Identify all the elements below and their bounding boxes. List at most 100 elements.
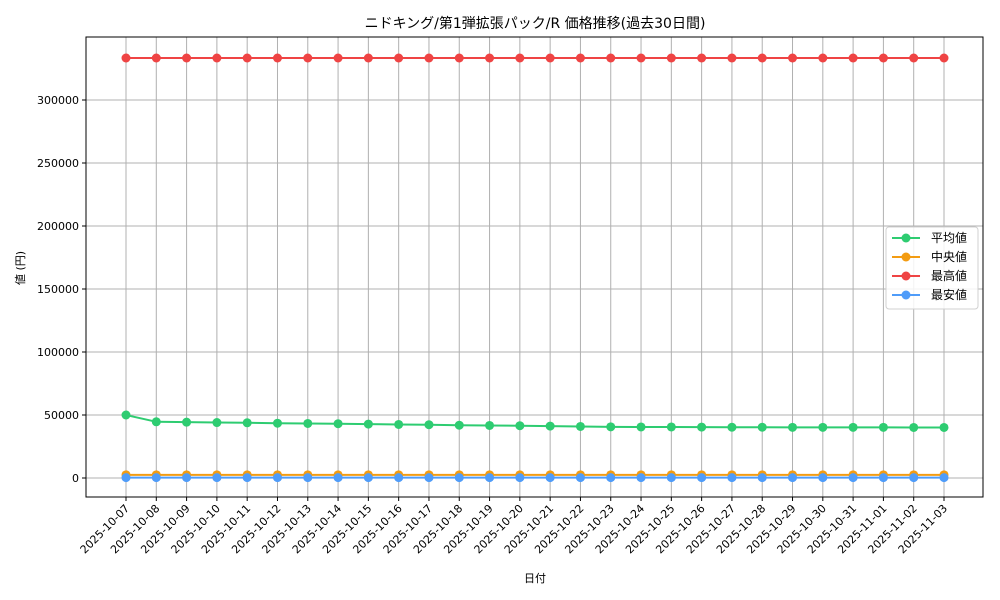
data-point (757, 53, 767, 63)
data-point (788, 53, 798, 63)
data-point (303, 418, 313, 428)
data-point (788, 422, 798, 432)
data-point (303, 473, 313, 483)
data-point (182, 417, 192, 427)
data-point (697, 53, 707, 63)
data-point (212, 418, 222, 428)
data-point (545, 473, 555, 483)
data-point (606, 53, 616, 63)
data-point (909, 53, 919, 63)
data-point (939, 53, 949, 63)
data-point (151, 473, 161, 483)
data-point (394, 473, 404, 483)
data-point (757, 422, 767, 432)
legend-item: 最安値 (892, 287, 967, 302)
legend-label: 平均値 (931, 230, 967, 245)
data-point (515, 473, 525, 483)
data-point (333, 473, 343, 483)
data-point (151, 53, 161, 63)
data-point (878, 422, 888, 432)
legend-item: 平均値 (892, 230, 967, 245)
series-line (125, 414, 944, 429)
legend-marker-icon (901, 233, 911, 243)
data-point (333, 53, 343, 63)
legend-label: 中央値 (931, 249, 967, 264)
data-point (454, 420, 464, 430)
series-3 (121, 473, 949, 483)
series-0 (121, 410, 949, 432)
data-point (636, 473, 646, 483)
data-point (242, 473, 252, 483)
data-point (485, 420, 495, 430)
data-point (182, 53, 192, 63)
data-point (818, 473, 828, 483)
data-point (515, 421, 525, 431)
data-point (363, 473, 373, 483)
data-point (424, 473, 434, 483)
data-point (939, 473, 949, 483)
y-axis-ticks: 0 50000 100000 150000 200000 250000 300000 (37, 94, 86, 485)
x-axis-label: 日付 (524, 572, 546, 585)
data-point (575, 473, 585, 483)
data-point (545, 53, 555, 63)
data-point (818, 422, 828, 432)
data-point (454, 473, 464, 483)
data-point (697, 473, 707, 483)
data-point (242, 53, 252, 63)
y-axis-label: 値 (円) (14, 251, 27, 285)
data-point (363, 419, 373, 429)
data-point (272, 473, 282, 483)
data-point (182, 473, 192, 483)
chart-title: ニドキング/第1弾拡張パック/R 価格推移(過去30日間) (365, 15, 706, 32)
data-point (151, 417, 161, 427)
data-point (666, 473, 676, 483)
data-point (485, 53, 495, 63)
y-tick-label: 200000 (37, 220, 79, 233)
y-tick-label: 0 (72, 472, 79, 485)
data-point (727, 473, 737, 483)
data-point (636, 53, 646, 63)
data-point (848, 422, 858, 432)
data-point (121, 473, 131, 483)
legend-label: 最安値 (931, 287, 967, 302)
data-point (848, 53, 858, 63)
data-point (363, 53, 373, 63)
legend-label: 最高値 (931, 268, 967, 283)
y-tick-label: 50000 (44, 409, 79, 422)
data-point (606, 422, 616, 432)
data-point (545, 421, 555, 431)
data-point (515, 53, 525, 63)
data-point (909, 473, 919, 483)
data-point (424, 53, 434, 63)
data-point (303, 53, 313, 63)
legend-marker-icon (901, 271, 911, 281)
y-tick-label: 150000 (37, 283, 79, 296)
data-point (666, 53, 676, 63)
data-point (242, 418, 252, 428)
data-point (878, 473, 888, 483)
legend-item: 中央値 (892, 249, 967, 264)
data-point (727, 422, 737, 432)
data-point (939, 422, 949, 432)
data-point (666, 422, 676, 432)
data-point (454, 53, 464, 63)
data-point (121, 53, 131, 63)
legend-marker-icon (901, 290, 911, 300)
data-point (485, 473, 495, 483)
y-tick-label: 250000 (37, 157, 79, 170)
data-point (394, 53, 404, 63)
data-point (878, 53, 888, 63)
y-tick-label: 100000 (37, 346, 79, 359)
data-point (818, 53, 828, 63)
data-point (757, 473, 767, 483)
data-point (848, 473, 858, 483)
data-point (121, 410, 131, 420)
data-point (727, 53, 737, 63)
x-axis-ticks: 2025-10-072025-10-082025-10-092025-10-10… (78, 497, 950, 556)
data-point (333, 419, 343, 429)
data-series (121, 53, 949, 483)
data-point (636, 422, 646, 432)
legend-box (885, 226, 979, 310)
